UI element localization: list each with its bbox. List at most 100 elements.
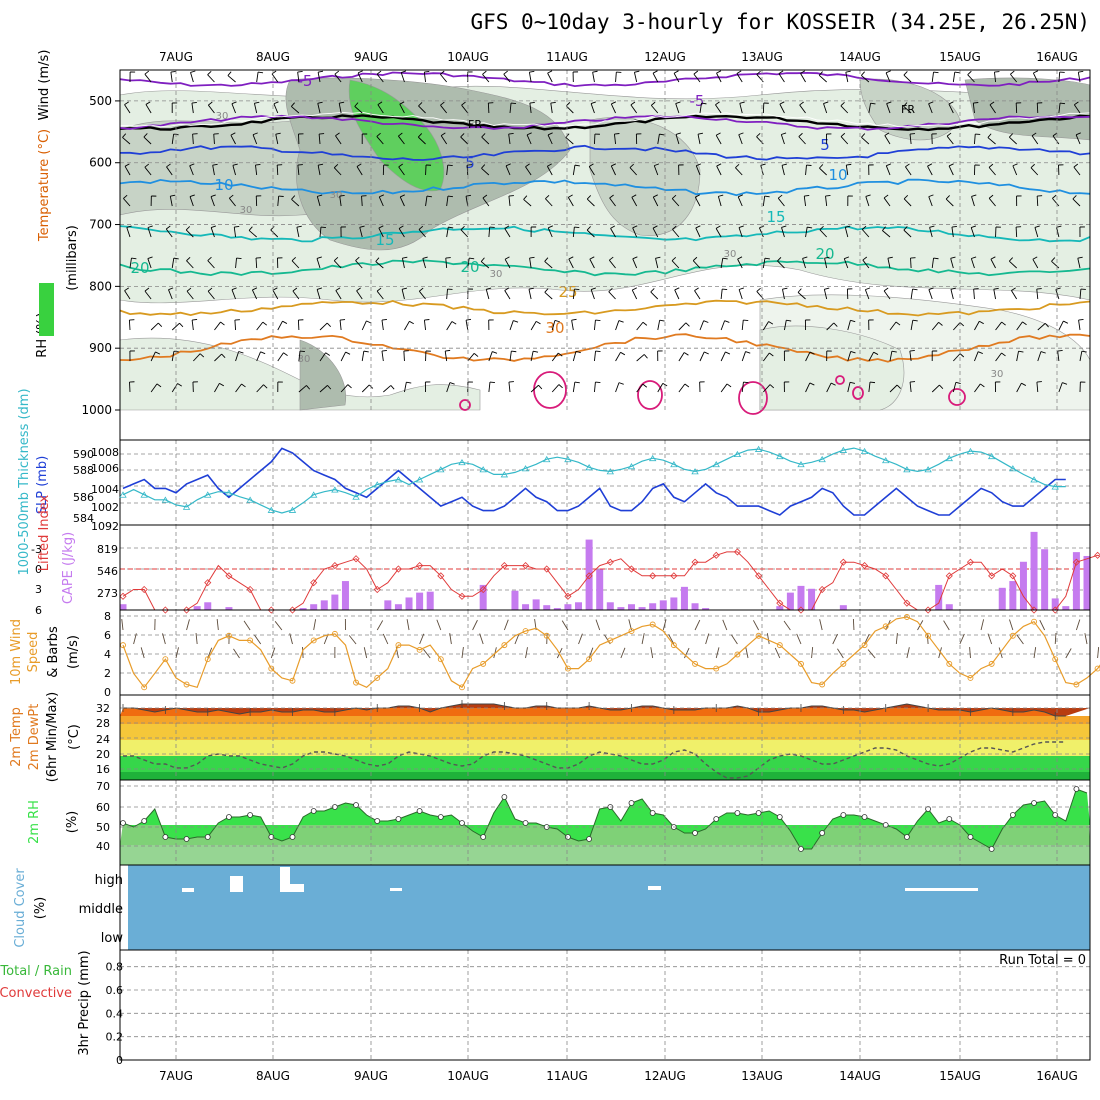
wind-barb-flag (722, 288, 728, 291)
cape-bar (649, 603, 657, 610)
thickness-marker (987, 452, 996, 460)
thickness-marker (564, 455, 572, 463)
cape-bar (776, 606, 784, 610)
wind-barb-flag (611, 101, 617, 105)
wind-barb-flag (768, 321, 774, 325)
wind-barb-flag (523, 195, 528, 200)
surface-wind-barb (796, 633, 802, 645)
wind-barb-flag (533, 350, 539, 353)
hot-contour (738, 381, 768, 415)
wind-barb (423, 72, 427, 83)
rh-marker (713, 816, 720, 822)
wind-barb (927, 165, 933, 176)
cape-bar (405, 597, 413, 610)
thickness-marker (394, 476, 403, 483)
thickness-marker (818, 455, 826, 463)
slp-tick-label: 1004 (91, 483, 119, 496)
wind-speed-marker (692, 660, 698, 667)
wind-barb-flag (840, 132, 846, 137)
wind-barb (1011, 290, 1018, 300)
wind-barb (883, 197, 891, 207)
wind-speed-marker (988, 660, 995, 667)
wind-barb (418, 229, 426, 238)
wind-barb-flag (574, 164, 580, 167)
date-label-bottom: 11AUG (546, 1069, 588, 1083)
wind-barb (361, 195, 363, 207)
wind-barb (778, 73, 785, 83)
rh-color-key (39, 283, 54, 336)
wind-barb (802, 258, 806, 269)
slp-tick-label: 1092 (91, 520, 119, 533)
wind-barb-flag (465, 194, 472, 197)
wind-barb-flag (959, 353, 965, 358)
wind-barb (488, 382, 491, 393)
wind-barb (376, 290, 384, 300)
wind-speed-tick-label: 2 (104, 667, 111, 680)
li-marker (776, 599, 784, 607)
wind-barb-flag (614, 133, 620, 135)
wind-speed-marker (1052, 656, 1059, 663)
pressure-tick-label: 800 (89, 279, 112, 293)
wind-barb (928, 103, 933, 114)
wind-barb (296, 227, 300, 238)
isotherm-label: 30 (545, 319, 564, 337)
temperature-band (120, 756, 1090, 772)
wind-barb-flag (971, 256, 977, 259)
wind-barb-flag (571, 318, 577, 321)
wind-barb-flag (946, 132, 952, 137)
wind-barb-flag (418, 287, 424, 292)
hot-contour (852, 386, 864, 400)
wind-barb-flag (979, 320, 984, 325)
surface-wind-barb (121, 619, 124, 631)
rh-tick-label: 60 (96, 801, 110, 814)
wind-speed-marker (310, 637, 317, 644)
wind-barb (398, 228, 405, 238)
cape-bar (522, 604, 530, 610)
surface-wind-barb (852, 618, 855, 631)
wind-barb (461, 104, 469, 114)
cape-bar (839, 605, 847, 610)
wind-barb (615, 71, 617, 83)
wind-barb (586, 229, 595, 238)
precip-tick-label: 0 (116, 1054, 123, 1067)
wind-barb (439, 73, 448, 83)
li-marker (924, 606, 932, 614)
wind-barb (739, 103, 743, 114)
wind-barb-flag (905, 163, 910, 168)
isotherm-label: 15 (766, 208, 785, 226)
wind-barb (590, 103, 595, 114)
li-marker (670, 572, 678, 580)
wind-barb (508, 196, 511, 207)
wind-barb-flag (424, 71, 430, 73)
wind-barb-flag (231, 287, 237, 291)
wind-barb-flag (777, 194, 783, 199)
wind-barb (547, 227, 553, 238)
wind-barb-flag (1011, 287, 1016, 291)
wind-barb (126, 227, 131, 238)
wind-barb (741, 351, 746, 362)
wind-barb (931, 322, 939, 331)
wind-speed-marker (225, 632, 232, 639)
wind-barb-flag (398, 225, 404, 229)
wind-barb-flag (333, 163, 339, 169)
wind-barb (675, 103, 680, 114)
wind-barb (144, 73, 152, 83)
wind-barb-flag (1073, 163, 1079, 168)
wind-barb (692, 260, 701, 269)
wind-barb (169, 196, 173, 207)
wind-barb (171, 258, 175, 269)
li-marker (500, 562, 508, 570)
thickness-marker (267, 506, 276, 513)
thickness-marker (1009, 465, 1017, 472)
wind-barb (356, 166, 363, 176)
wind-barb-flag (928, 194, 934, 198)
wind-barb-flag (186, 256, 191, 262)
rh-marker (776, 814, 783, 820)
wind-barb (235, 351, 240, 362)
wind-barb-flag (550, 101, 556, 104)
wind-barb (444, 351, 448, 362)
wind-barb (551, 320, 556, 331)
panel-precip-frame (119, 949, 1091, 1061)
wind-barb-flag (191, 101, 197, 104)
li-marker (860, 562, 869, 570)
